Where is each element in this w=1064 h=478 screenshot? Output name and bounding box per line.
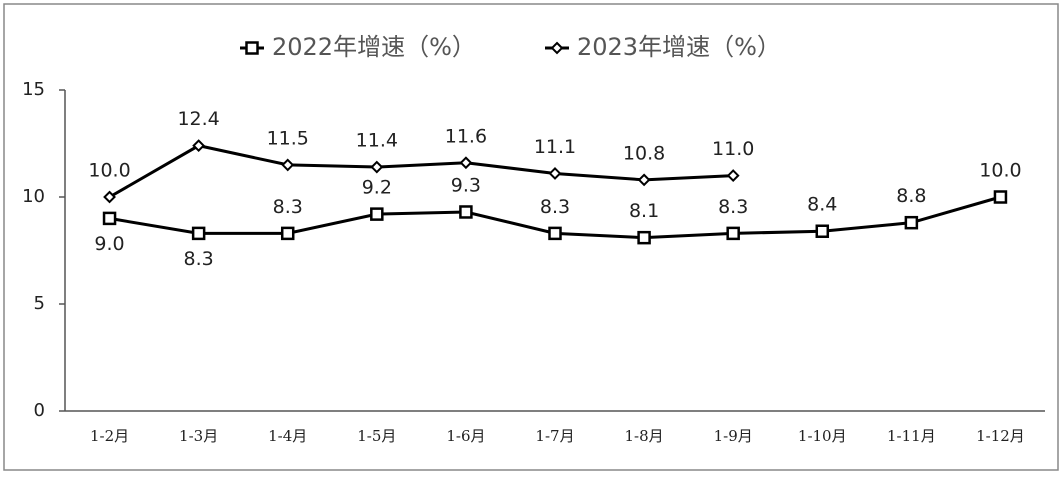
- legend-label: 2022年增速（%）: [272, 33, 476, 61]
- data-label: 8.1: [629, 200, 659, 222]
- point-marker: [280, 226, 295, 241]
- y-tick-label: 15: [22, 79, 45, 100]
- point-marker: [459, 205, 473, 219]
- series-line: [108, 144, 734, 199]
- point-marker: [993, 190, 1008, 204]
- x-tick-label: 1-11月: [887, 427, 936, 445]
- data-label: 10.0: [979, 160, 1021, 182]
- x-tick-label: 1-9月: [714, 427, 753, 445]
- point-marker: [281, 158, 295, 172]
- point-marker: [370, 160, 384, 174]
- point-marker: [103, 190, 116, 204]
- legend-marker: [550, 41, 564, 55]
- point-marker: [102, 211, 117, 226]
- point-marker: [548, 226, 562, 241]
- point-marker: [726, 169, 740, 183]
- data-label: 11.0: [712, 138, 754, 160]
- data-label: 10.8: [623, 142, 665, 164]
- x-tick-label: 1-7月: [535, 427, 574, 445]
- y-tick-label: 0: [34, 400, 45, 421]
- y-tick-label: 5: [34, 293, 45, 314]
- x-tick-label: 1-2月: [90, 427, 129, 445]
- x-tick-label: 1-10月: [798, 427, 847, 445]
- point-marker: [904, 215, 919, 230]
- data-label: 11.1: [534, 136, 576, 158]
- point-marker: [726, 226, 740, 241]
- x-tick-label: 1-8月: [625, 427, 664, 445]
- data-label: 8.3: [273, 196, 303, 218]
- x-tick-label: 1-4月: [268, 427, 307, 445]
- legend-marker: [245, 41, 259, 55]
- legend-label: 2023年增速（%）: [577, 33, 781, 61]
- point-marker: [637, 173, 651, 187]
- data-label: 8.3: [184, 248, 214, 270]
- x-tick-label: 1-12月: [976, 427, 1025, 445]
- point-marker: [192, 139, 206, 153]
- data-label: 9.2: [362, 177, 392, 199]
- data-label: 11.6: [445, 125, 487, 147]
- x-tick-label: 1-3月: [179, 427, 218, 445]
- y-tick-label: 10: [22, 186, 45, 207]
- point-marker: [370, 207, 384, 221]
- data-label: 11.4: [356, 130, 398, 152]
- data-label: 9.3: [451, 174, 481, 196]
- x-tick-label: 1-6月: [446, 427, 485, 445]
- data-label: 8.8: [896, 185, 926, 207]
- data-label: 11.5: [267, 127, 309, 149]
- x-tick-label: 1-5月: [357, 427, 396, 445]
- point-marker: [459, 156, 473, 170]
- point-marker: [637, 230, 651, 245]
- data-label: 8.4: [807, 194, 837, 216]
- data-label: 10.0: [88, 160, 130, 182]
- point-marker: [191, 226, 206, 241]
- data-label: 12.4: [177, 108, 219, 130]
- data-label: 8.3: [540, 196, 570, 218]
- chart-border: [3, 3, 1059, 471]
- point-marker: [815, 224, 830, 238]
- data-label: 9.0: [94, 233, 124, 255]
- point-marker: [548, 167, 562, 180]
- data-label: 8.3: [718, 196, 748, 218]
